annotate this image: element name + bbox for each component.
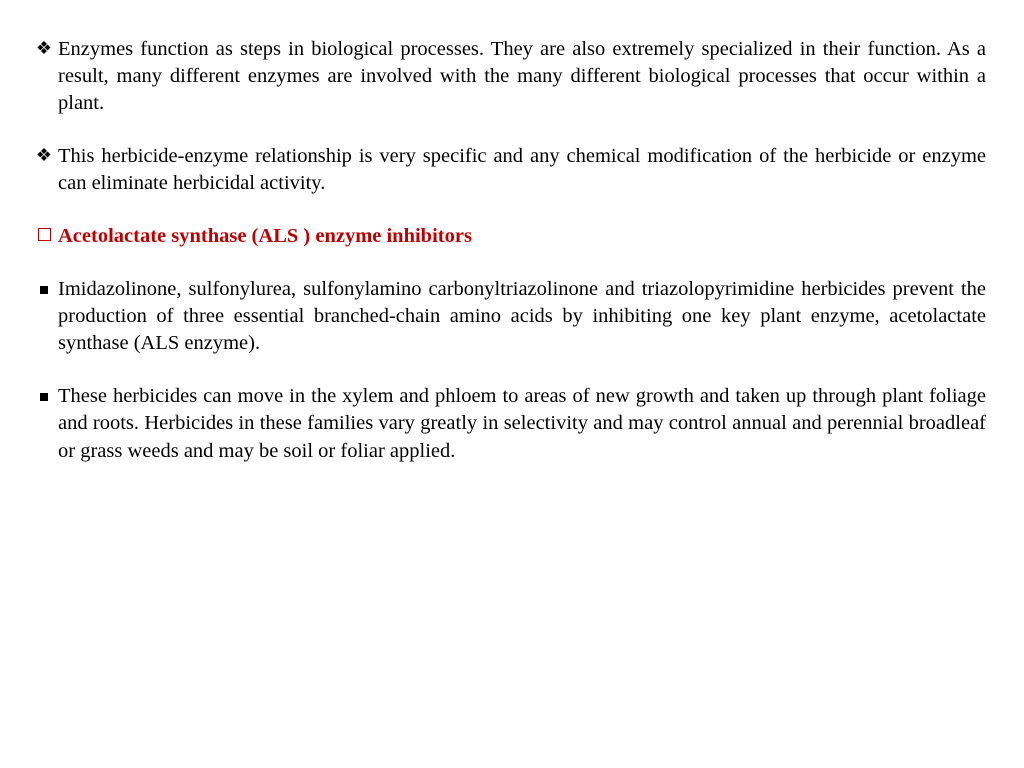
list-item: ❖ This herbicide-enzyme relationship is …	[30, 143, 986, 197]
list-item: Imidazolinone, sulfonylurea, sulfonylami…	[30, 276, 986, 357]
list-item: These herbicides can move in the xylem a…	[30, 383, 986, 464]
bullet-filled-square-icon	[30, 383, 58, 401]
paragraph-text: Imidazolinone, sulfonylurea, sulfonylami…	[58, 276, 986, 357]
bullet-hollow-square-icon	[30, 223, 58, 241]
list-item: ❖ Enzymes function as steps in biologica…	[30, 36, 986, 117]
bullet-filled-square-icon	[30, 276, 58, 294]
paragraph-text: This herbicide-enzyme relationship is ve…	[58, 143, 986, 197]
list-item-heading: Acetolactate synthase (ALS ) enzyme inhi…	[30, 223, 986, 250]
section-heading: Acetolactate synthase (ALS ) enzyme inhi…	[58, 223, 986, 250]
bullet-diamond-icon: ❖	[30, 36, 58, 57]
bullet-diamond-icon: ❖	[30, 143, 58, 164]
paragraph-text: These herbicides can move in the xylem a…	[58, 383, 986, 464]
paragraph-text: Enzymes function as steps in biological …	[58, 36, 986, 117]
